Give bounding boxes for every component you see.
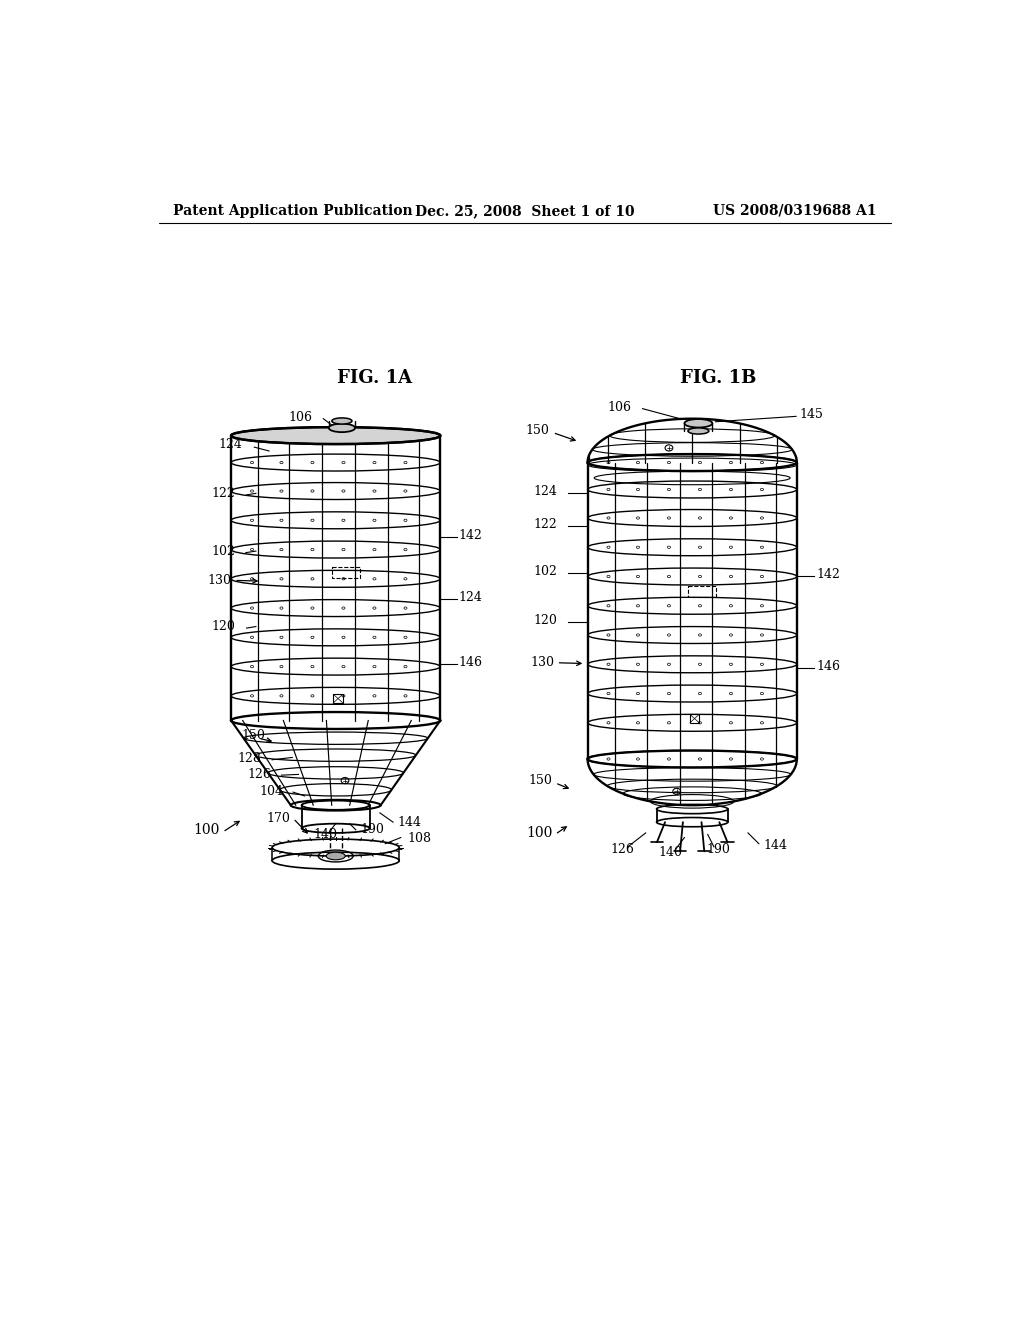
Text: 150: 150 — [528, 774, 553, 787]
Text: 142: 142 — [816, 568, 840, 581]
Text: 128: 128 — [238, 752, 261, 766]
Text: 190: 190 — [360, 824, 384, 837]
Ellipse shape — [688, 428, 709, 434]
Text: 122: 122 — [534, 517, 557, 531]
Text: 120: 120 — [534, 614, 557, 627]
Ellipse shape — [231, 428, 440, 444]
Bar — [334, 694, 343, 702]
Text: 130: 130 — [530, 656, 554, 669]
Text: 106: 106 — [608, 400, 632, 413]
Bar — [688, 586, 716, 597]
Ellipse shape — [332, 418, 352, 424]
Text: 122: 122 — [211, 487, 234, 500]
Text: 130: 130 — [208, 574, 231, 587]
Text: 100: 100 — [526, 826, 553, 840]
Text: 124: 124 — [219, 438, 243, 451]
Text: 145: 145 — [799, 408, 823, 421]
Text: 144: 144 — [397, 816, 422, 829]
Text: US 2008/0319688 A1: US 2008/0319688 A1 — [713, 203, 877, 218]
Text: FIG. 1B: FIG. 1B — [680, 368, 757, 387]
Text: 150: 150 — [242, 730, 265, 742]
Ellipse shape — [327, 853, 345, 859]
Text: Dec. 25, 2008  Sheet 1 of 10: Dec. 25, 2008 Sheet 1 of 10 — [415, 203, 635, 218]
Bar — [690, 714, 699, 723]
Text: 140: 140 — [313, 828, 338, 841]
Text: 100: 100 — [194, 822, 219, 837]
Text: 108: 108 — [407, 832, 431, 845]
Text: 124: 124 — [459, 591, 482, 603]
Text: 126: 126 — [610, 843, 635, 857]
Text: 104: 104 — [259, 785, 283, 797]
Text: 150: 150 — [525, 424, 550, 437]
Text: 106: 106 — [289, 411, 312, 424]
Text: 140: 140 — [658, 846, 683, 859]
Ellipse shape — [684, 418, 713, 428]
Bar — [332, 566, 359, 578]
Ellipse shape — [329, 424, 355, 432]
Text: 146: 146 — [816, 660, 841, 673]
Text: 126: 126 — [248, 768, 271, 781]
Text: 102: 102 — [534, 565, 557, 578]
Text: 102: 102 — [211, 545, 234, 557]
Text: 190: 190 — [707, 843, 730, 857]
Text: 146: 146 — [459, 656, 483, 669]
Text: 170: 170 — [267, 812, 291, 825]
Text: FIG. 1A: FIG. 1A — [337, 368, 412, 387]
Text: 142: 142 — [459, 529, 482, 543]
Text: 124: 124 — [534, 484, 557, 498]
Text: Patent Application Publication: Patent Application Publication — [173, 203, 413, 218]
Text: 144: 144 — [764, 838, 787, 851]
Text: 120: 120 — [211, 620, 234, 634]
